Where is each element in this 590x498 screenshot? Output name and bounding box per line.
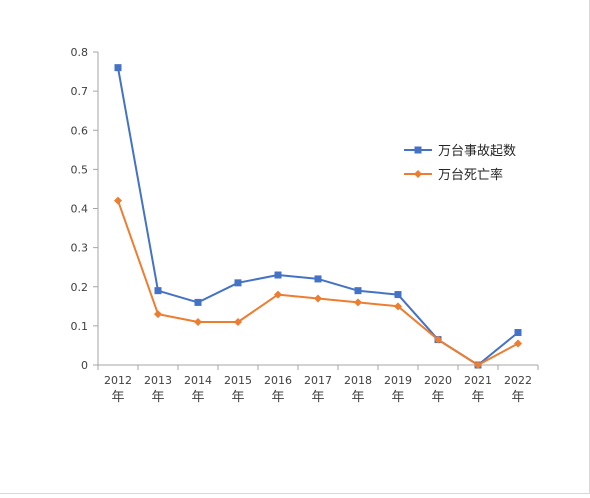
- series-0-point-1: [154, 287, 162, 295]
- y-tick-label-1: 0.1: [71, 320, 89, 333]
- series-0-point-0: [114, 64, 122, 72]
- series-0-point-6: [354, 287, 362, 295]
- y-tick-label-6: 0.6: [71, 124, 89, 137]
- x-tick-label-1: 2013 年: [144, 374, 172, 405]
- series-0-point-10: [514, 329, 522, 337]
- series-1-point-7: [394, 302, 402, 311]
- y-tick-label-0: 0: [81, 359, 88, 372]
- x-tick-label-7: 2019 年: [384, 374, 412, 405]
- y-tick-label-4: 0.4: [71, 203, 89, 216]
- series-1-point-6: [354, 298, 362, 307]
- x-tick-label-0: 2012 年: [104, 374, 132, 405]
- series-1-point-8: [434, 335, 442, 344]
- x-tick-label-3: 2015 年: [224, 374, 252, 405]
- x-tick-label-8: 2020 年: [424, 374, 452, 405]
- series-1-point-9: [474, 361, 482, 369]
- x-tick-label-4: 2016 年: [264, 374, 292, 405]
- series-0-point-3: [234, 279, 242, 287]
- series-0-point-2: [194, 298, 202, 306]
- series-1-point-0: [114, 196, 122, 205]
- y-tick-label-2: 0.2: [71, 281, 89, 294]
- x-tick-label-9: 2021 年: [464, 374, 492, 405]
- series-0-point-7: [394, 291, 402, 299]
- series-0-point-5: [314, 275, 322, 283]
- series-1-point-10: [514, 339, 522, 348]
- series-1-point-4: [274, 290, 282, 299]
- x-tick-label-2: 2014 年: [184, 374, 212, 405]
- legend-marker-1: [414, 170, 422, 178]
- series-0-point-4: [274, 271, 282, 279]
- y-tick-label-7: 0.7: [71, 85, 89, 98]
- x-tick-label-5: 2017 年: [304, 374, 332, 405]
- series-1-point-2: [194, 317, 202, 326]
- series-1-point-5: [314, 294, 322, 303]
- series-1-point-3: [234, 317, 242, 326]
- series-line-1: [117, 200, 519, 366]
- y-tick-label-8: 0.8: [71, 46, 89, 59]
- legend-marker-0: [414, 146, 422, 154]
- legend-label-0: 万台事故起数: [438, 144, 516, 159]
- legend-label-1: 万台死亡率: [438, 167, 503, 183]
- series-line-0: [117, 67, 519, 366]
- x-tick-label-6: 2018 年: [344, 374, 372, 405]
- y-tick-label-3: 0.3: [71, 242, 89, 255]
- series-1-point-1: [154, 310, 162, 319]
- y-tick-label-5: 0.5: [71, 163, 89, 176]
- x-tick-label-10: 2022 年: [504, 374, 532, 405]
